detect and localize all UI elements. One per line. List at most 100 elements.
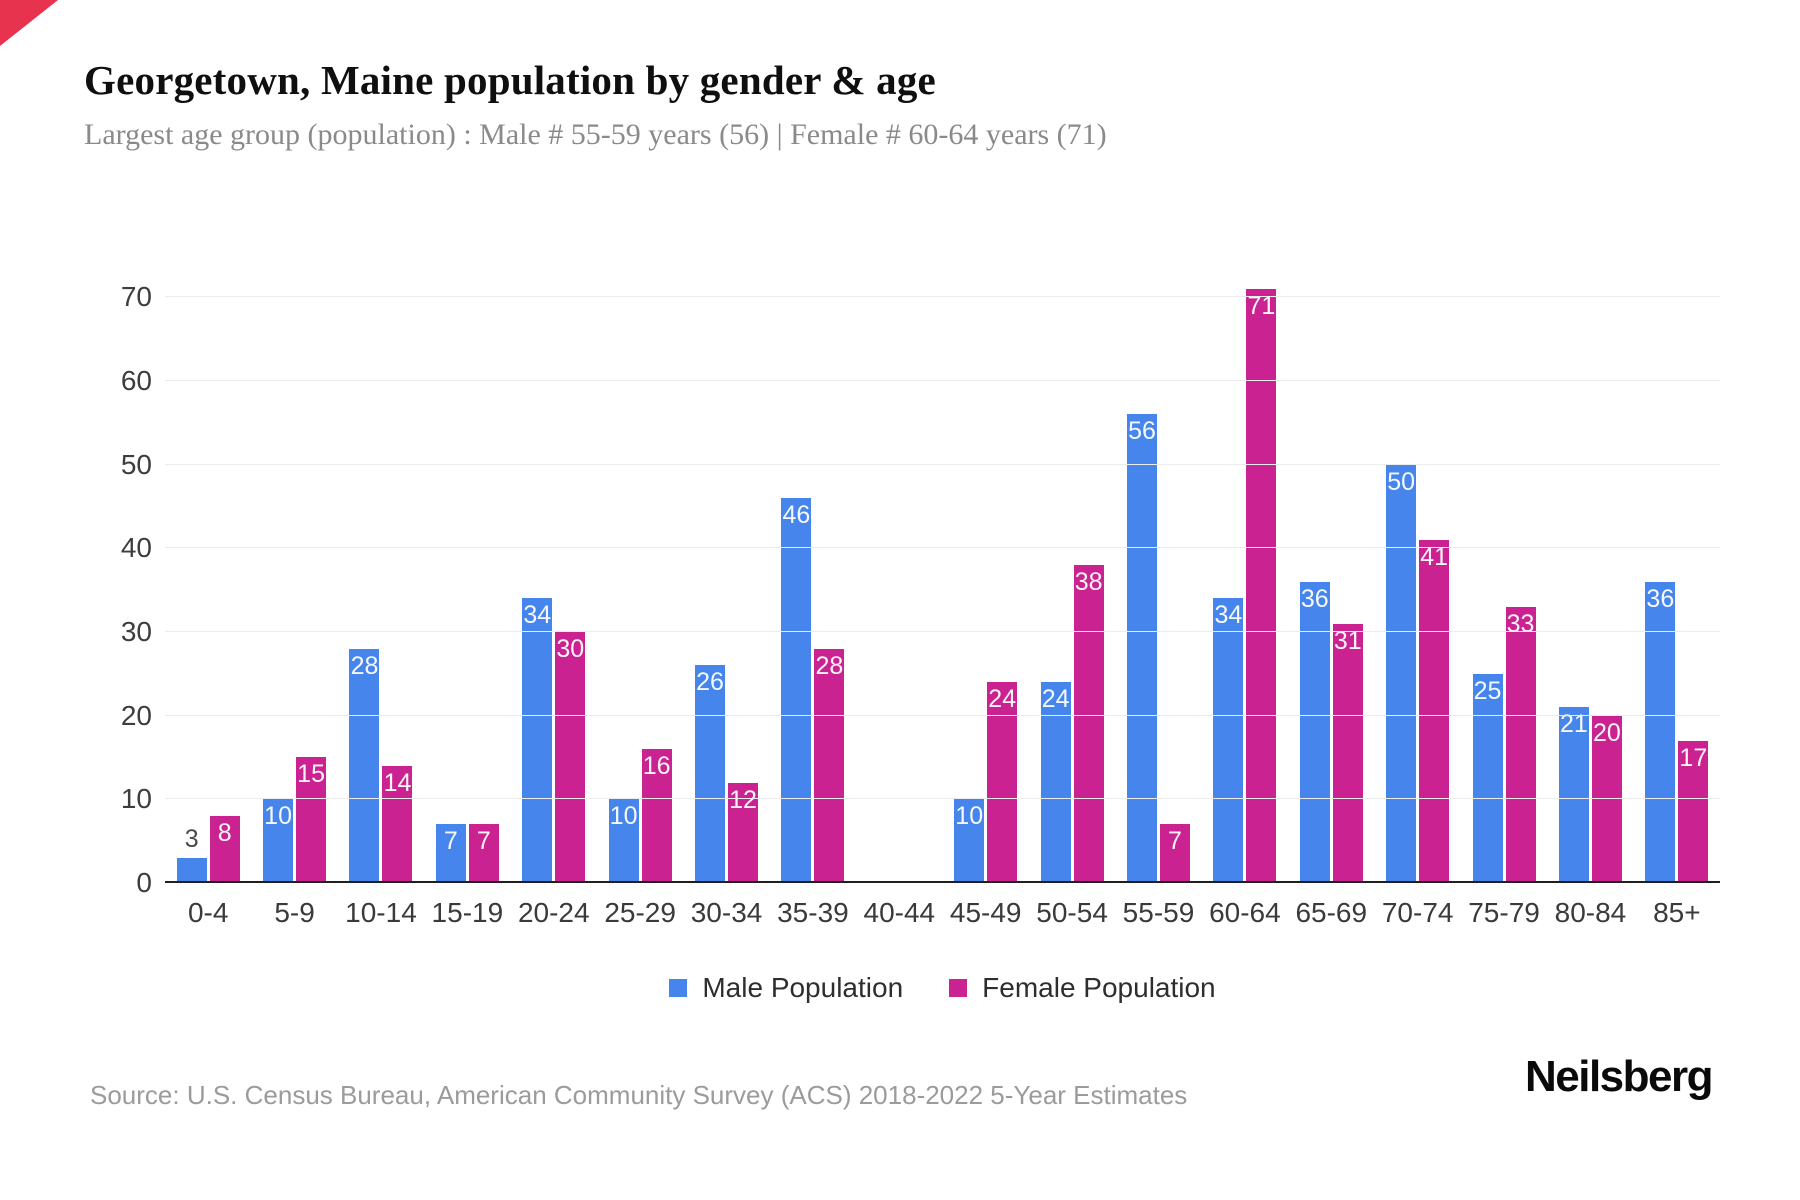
bar-value-label: 24 <box>988 685 1017 713</box>
bar-value-label: 36 <box>1300 585 1329 613</box>
chart-subtitle: Largest age group (population) : Male # … <box>84 118 1107 151</box>
bar-value-label: 25 <box>1473 677 1502 705</box>
x-tick-label-65-69: 65-69 <box>1295 897 1368 928</box>
bar-male-45-49[interactable]: 10 <box>954 799 985 883</box>
bar-value-label: 17 <box>1679 744 1708 772</box>
y-tick-label-30: 30 <box>120 615 152 647</box>
y-tick-label-40: 40 <box>120 532 152 564</box>
bar-male-10-14[interactable]: 28 <box>349 649 380 883</box>
bar-value-label: 34 <box>523 601 552 629</box>
bar-male-75-79[interactable]: 25 <box>1472 674 1503 883</box>
y-tick-label-60: 60 <box>120 364 152 396</box>
bar-value-label: 33 <box>1506 610 1535 638</box>
bar-male-55-59[interactable]: 56 <box>1126 414 1157 883</box>
bar-male-15-19[interactable]: 7 <box>435 824 466 883</box>
bar-group-85+: 36 17 <box>1634 250 1720 883</box>
bar-value-label: 7 <box>443 827 458 855</box>
bar-group-10-14: 28 14 <box>338 250 424 883</box>
bar-group-70-74: 50 41 <box>1374 250 1460 883</box>
bar-female-80-84[interactable]: 20 <box>1591 716 1622 883</box>
x-axis-line <box>165 881 1720 883</box>
legend-label-male: Male Population <box>702 972 904 1003</box>
bar-female-15-19[interactable]: 7 <box>468 824 499 883</box>
bar-female-50-54[interactable]: 38 <box>1073 565 1104 883</box>
x-tick-label-80-84: 80-84 <box>1554 897 1627 928</box>
bar-female-85+[interactable]: 17 <box>1678 741 1709 883</box>
x-tick-label-40-44: 40-44 <box>863 897 936 928</box>
gridline-60 <box>165 379 1720 381</box>
bar-male-70-74[interactable]: 50 <box>1386 465 1417 883</box>
bar-female-25-29[interactable]: 16 <box>641 749 672 883</box>
gridline-30 <box>165 630 1720 632</box>
x-tick-label-45-49: 45-49 <box>949 897 1022 928</box>
legend-label-female: Female Population <box>982 972 1216 1003</box>
y-tick-label-10: 10 <box>120 783 152 815</box>
bar-value-label: 30 <box>556 635 585 663</box>
brand-logo: Neilsberg <box>1524 1052 1714 1101</box>
bar-value-label: 14 <box>383 769 412 797</box>
x-tick-label-20-24: 20-24 <box>517 897 590 928</box>
bar-female-20-24[interactable]: 30 <box>555 632 586 883</box>
x-tick-label-75-79: 75-79 <box>1468 897 1540 928</box>
bar-female-30-34[interactable]: 12 <box>728 783 759 883</box>
bar-value-label: 3 <box>184 825 199 853</box>
y-tick-label-70: 70 <box>120 281 152 313</box>
bar-value-label: 46 <box>782 501 811 529</box>
bar-value-label: 26 <box>696 668 724 696</box>
bar-female-60-64[interactable]: 71 <box>1246 289 1277 883</box>
brand-corner-accent <box>0 0 58 46</box>
gridline-40 <box>165 547 1720 549</box>
bar-group-30-34: 26 12 <box>683 250 769 883</box>
bar-male-60-64[interactable]: 34 <box>1213 598 1244 883</box>
bar-value-label: 28 <box>815 652 844 680</box>
gridline-50 <box>165 463 1720 465</box>
bar-female-55-59[interactable]: 7 <box>1159 824 1190 883</box>
bar-female-0-4[interactable]: 8 <box>209 816 240 883</box>
x-axis: 0-4 5-9 10-14 15-19 20-24 25-29 30-34 35-39 40-4… <box>165 897 1720 929</box>
x-tick-label-55-59: 55-59 <box>1122 897 1195 928</box>
bar-male-25-29[interactable]: 10 <box>608 799 639 883</box>
bar-value-label: 15 <box>297 760 325 788</box>
bar-female-75-79[interactable]: 33 <box>1505 607 1536 883</box>
bar-male-85+[interactable]: 36 <box>1645 582 1676 883</box>
gridline-70 <box>165 296 1720 298</box>
bar-male-0-4[interactable]: 3 <box>176 825 207 883</box>
bar-male-65-69[interactable]: 36 <box>1299 582 1330 883</box>
bar-male-50-54[interactable]: 24 <box>1040 682 1071 883</box>
bar-female-65-69[interactable]: 31 <box>1332 624 1363 883</box>
gridline-10 <box>165 798 1720 800</box>
legend-swatch-female-icon <box>949 979 968 997</box>
bar-value-label: 28 <box>350 652 379 680</box>
x-tick-label-85+: 85+ <box>1653 897 1701 928</box>
bar-female-10-14[interactable]: 14 <box>382 766 413 883</box>
bar-female-5-9[interactable]: 15 <box>296 757 327 883</box>
legend-item-female[interactable]: Female Population <box>949 972 1216 1004</box>
bar-male-80-84[interactable]: 21 <box>1558 707 1589 883</box>
bar-value-label: 12 <box>729 786 757 814</box>
bar-group-55-59: 56 7 <box>1115 250 1201 883</box>
y-tick-label-0: 0 <box>136 867 152 898</box>
bar-male-20-24[interactable]: 34 <box>522 598 553 883</box>
bar-male-30-34[interactable]: 26 <box>695 665 726 883</box>
y-axis: 0 10 20 30 40 50 60 70 <box>60 250 152 898</box>
legend-item-male[interactable]: Male Population <box>669 972 903 1004</box>
bar-group-50-54: 24 38 <box>1029 250 1115 883</box>
x-tick-label-0-4: 0-4 <box>187 897 229 928</box>
x-tick-label-35-39: 35-39 <box>777 897 849 928</box>
bar-female-35-39[interactable]: 28 <box>814 649 845 883</box>
bar-value-label: 10 <box>955 802 984 830</box>
legend-swatch-male-icon <box>669 979 688 997</box>
x-tick-label-15-19: 15-19 <box>431 897 504 928</box>
y-tick-label-50: 50 <box>120 448 152 480</box>
x-tick-label-25-29: 25-29 <box>604 897 676 928</box>
bar-value-label: 20 <box>1593 719 1621 747</box>
x-tick-label-30-34: 30-34 <box>690 897 763 928</box>
bar-male-35-39[interactable]: 46 <box>781 498 812 883</box>
bar-group-5-9: 10 15 <box>251 250 337 883</box>
bar-female-45-49[interactable]: 24 <box>987 682 1018 883</box>
bar-group-25-29: 10 16 <box>597 250 683 883</box>
bar-male-5-9[interactable]: 10 <box>263 799 294 883</box>
bar-female-70-74[interactable]: 41 <box>1419 540 1450 883</box>
